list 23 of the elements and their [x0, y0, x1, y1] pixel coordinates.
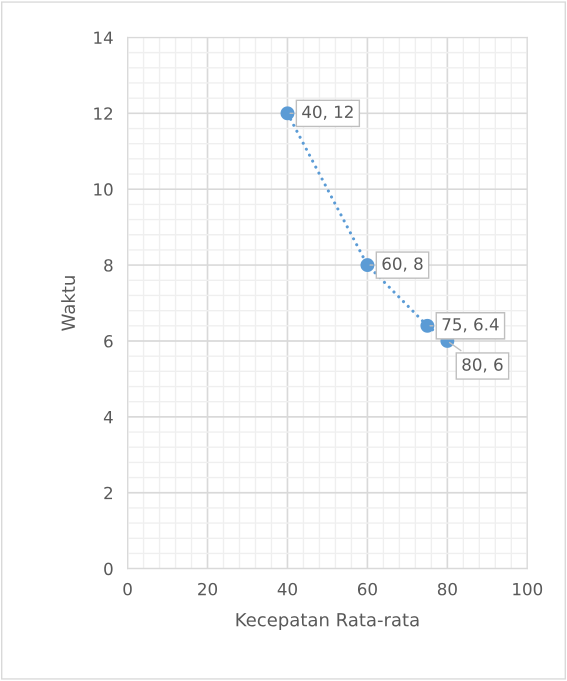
y-axis-title: Waktu: [61, 276, 76, 331]
data-label: 60, 8: [382, 257, 423, 272]
y-tick-label: 14: [94, 32, 113, 44]
y-tick-label: 2: [104, 486, 112, 500]
point: [420, 318, 434, 333]
x-tick-label: 20: [198, 582, 218, 596]
x-tick-label: 80: [438, 582, 457, 596]
y-tick-label: 12: [94, 107, 112, 120]
point: [280, 106, 294, 120]
x-tick-label: 0: [123, 582, 132, 596]
y-tick-label: 8: [104, 259, 113, 272]
y-tick-label: 10: [94, 183, 113, 196]
y-tick-label: 0: [104, 562, 113, 576]
point: [360, 258, 374, 272]
x-axis-title: Kecepatan Rata-rata: [236, 613, 419, 630]
data-label: 75, 6.4: [442, 318, 499, 332]
y-tick-label: 6: [104, 334, 113, 348]
x-tick-label: 40: [278, 582, 297, 596]
x-tick-label: 60: [358, 582, 377, 596]
data-label: 40, 12: [302, 106, 353, 120]
y-tick-label: 4: [104, 411, 113, 424]
data-label: 80, 6: [462, 358, 503, 373]
x-tick-label: 100: [513, 582, 542, 596]
